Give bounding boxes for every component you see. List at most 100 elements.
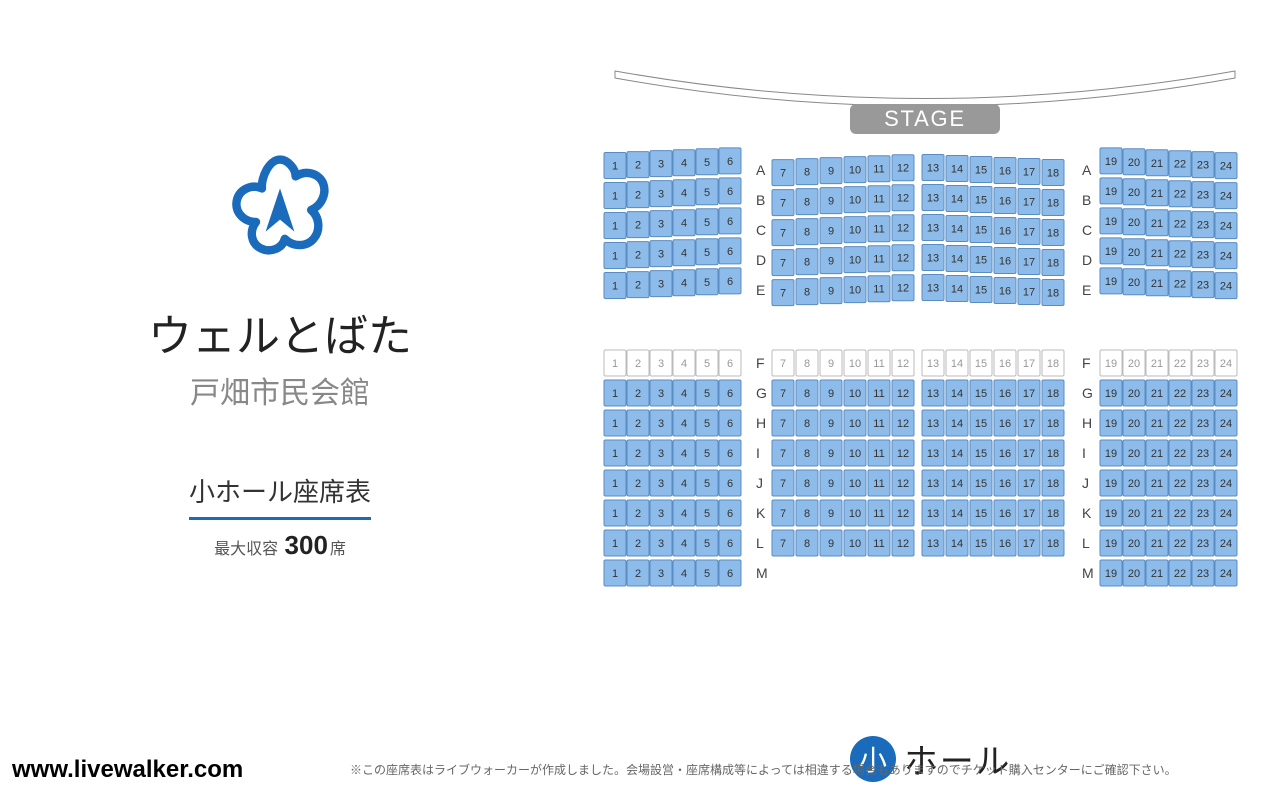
svg-text:22: 22 — [1174, 159, 1186, 171]
svg-text:11: 11 — [873, 194, 884, 206]
svg-text:7: 7 — [780, 388, 786, 400]
svg-text:2: 2 — [635, 478, 641, 490]
svg-text:19: 19 — [1105, 418, 1117, 430]
svg-text:20: 20 — [1128, 157, 1140, 169]
svg-text:19: 19 — [1105, 156, 1117, 168]
svg-text:B: B — [756, 192, 765, 208]
svg-text:G: G — [756, 385, 767, 401]
svg-text:5: 5 — [704, 358, 710, 370]
svg-text:7: 7 — [780, 198, 786, 210]
svg-text:20: 20 — [1128, 538, 1140, 550]
svg-text:2: 2 — [635, 220, 641, 232]
svg-text:13: 13 — [927, 448, 939, 460]
svg-text:20: 20 — [1128, 478, 1140, 490]
svg-text:16: 16 — [999, 448, 1011, 460]
svg-text:15: 15 — [975, 165, 987, 177]
svg-text:1: 1 — [612, 448, 618, 460]
svg-text:E: E — [1082, 282, 1091, 298]
svg-text:15: 15 — [975, 195, 987, 207]
svg-text:24: 24 — [1220, 281, 1232, 293]
svg-text:22: 22 — [1174, 508, 1186, 520]
svg-text:17: 17 — [1023, 196, 1035, 208]
svg-text:21: 21 — [1151, 188, 1163, 200]
venue-subtitle: 戸畑市民会館 — [190, 368, 370, 412]
svg-text:18: 18 — [1047, 358, 1059, 370]
svg-text:24: 24 — [1220, 478, 1232, 490]
svg-text:23: 23 — [1197, 538, 1209, 550]
svg-text:F: F — [756, 355, 765, 371]
svg-text:12: 12 — [897, 448, 909, 460]
svg-text:4: 4 — [681, 218, 687, 230]
svg-text:18: 18 — [1047, 287, 1059, 299]
svg-text:24: 24 — [1220, 448, 1232, 460]
svg-text:7: 7 — [780, 508, 786, 520]
svg-text:9: 9 — [828, 538, 834, 550]
svg-text:11: 11 — [873, 508, 884, 520]
svg-text:15: 15 — [975, 225, 987, 237]
svg-text:10: 10 — [849, 388, 861, 400]
svg-text:14: 14 — [951, 388, 963, 400]
svg-text:19: 19 — [1105, 538, 1117, 550]
svg-text:16: 16 — [999, 256, 1011, 268]
svg-text:L: L — [756, 535, 764, 551]
svg-text:13: 13 — [927, 478, 939, 490]
svg-text:10: 10 — [849, 448, 861, 460]
svg-text:I: I — [756, 445, 760, 461]
svg-text:14: 14 — [951, 254, 963, 266]
svg-text:5: 5 — [704, 277, 710, 289]
svg-text:21: 21 — [1151, 218, 1163, 230]
svg-text:17: 17 — [1023, 448, 1035, 460]
svg-text:D: D — [1082, 252, 1092, 268]
svg-text:7: 7 — [780, 448, 786, 460]
svg-text:1: 1 — [612, 191, 618, 203]
svg-text:15: 15 — [975, 255, 987, 267]
svg-text:18: 18 — [1047, 167, 1059, 179]
svg-text:9: 9 — [828, 196, 834, 208]
svg-text:F: F — [1082, 355, 1091, 371]
svg-text:23: 23 — [1197, 220, 1209, 232]
svg-text:8: 8 — [804, 287, 810, 299]
svg-text:6: 6 — [727, 418, 733, 430]
svg-text:K: K — [756, 505, 766, 521]
svg-text:3: 3 — [658, 159, 664, 171]
svg-text:11: 11 — [873, 418, 884, 430]
venue-logo-icon — [220, 150, 340, 270]
svg-text:5: 5 — [704, 448, 710, 460]
svg-text:13: 13 — [927, 283, 939, 295]
svg-text:24: 24 — [1220, 221, 1232, 233]
svg-text:24: 24 — [1220, 388, 1232, 400]
svg-text:16: 16 — [999, 508, 1011, 520]
svg-text:4: 4 — [681, 448, 687, 460]
svg-text:15: 15 — [975, 538, 987, 550]
svg-text:4: 4 — [681, 188, 687, 200]
svg-text:11: 11 — [873, 284, 884, 296]
svg-text:3: 3 — [658, 478, 664, 490]
svg-text:M: M — [1082, 565, 1094, 581]
svg-text:4: 4 — [681, 278, 687, 290]
svg-text:15: 15 — [975, 478, 987, 490]
svg-text:18: 18 — [1047, 388, 1059, 400]
svg-text:21: 21 — [1151, 508, 1163, 520]
svg-text:4: 4 — [681, 248, 687, 260]
svg-text:1: 1 — [612, 281, 618, 293]
footer-note: ※この座席表はライブウォーカーが作成しました。会場設営・座席構成等によっては相違… — [350, 761, 1177, 778]
svg-text:19: 19 — [1105, 448, 1117, 460]
svg-text:2: 2 — [635, 388, 641, 400]
svg-text:16: 16 — [999, 166, 1011, 178]
svg-text:24: 24 — [1220, 161, 1232, 173]
svg-text:18: 18 — [1047, 197, 1059, 209]
svg-text:16: 16 — [999, 388, 1011, 400]
svg-text:22: 22 — [1174, 568, 1186, 580]
svg-text:3: 3 — [658, 448, 664, 460]
svg-text:H: H — [756, 415, 766, 431]
svg-text:22: 22 — [1174, 448, 1186, 460]
svg-text:7: 7 — [780, 478, 786, 490]
svg-text:10: 10 — [849, 165, 861, 177]
svg-text:6: 6 — [727, 156, 733, 168]
svg-text:3: 3 — [658, 189, 664, 201]
svg-text:20: 20 — [1128, 448, 1140, 460]
svg-text:6: 6 — [727, 478, 733, 490]
svg-text:11: 11 — [873, 224, 884, 236]
svg-text:19: 19 — [1105, 246, 1117, 258]
svg-text:21: 21 — [1151, 248, 1163, 260]
